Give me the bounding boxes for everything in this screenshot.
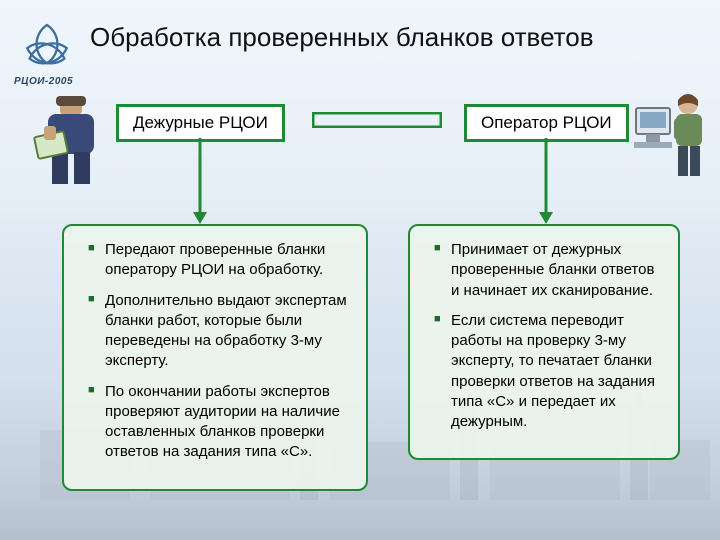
- arrow-down-right: [537, 138, 555, 226]
- logo-label: РЦОИ-2005: [14, 76, 73, 87]
- info-bullet: По окончании работы экспертов проверяют …: [94, 382, 350, 463]
- info-box-right: Принимает от дежурных проверенные бланки…: [408, 224, 680, 460]
- info-bullet: Дополнительно выдают экспертам бланки ра…: [94, 291, 350, 372]
- info-bullet: Передают проверенные бланки оператору РЦ…: [94, 240, 350, 281]
- operator-illustration: [632, 90, 712, 182]
- role-box-left: Дежурные РЦОИ: [116, 104, 285, 142]
- page-title: Обработка проверенных бланков ответов: [90, 22, 700, 53]
- info-bullet: Принимает от дежурных проверенные бланки…: [440, 240, 662, 301]
- info-bullet: Если система переводит работы на проверк…: [440, 311, 662, 433]
- logo-triquetra: [18, 18, 76, 76]
- inspector-illustration: [30, 92, 116, 188]
- arrow-roles-connector: [312, 112, 442, 128]
- role-box-right: Оператор РЦОИ: [464, 104, 629, 142]
- info-box-left: Передают проверенные бланки оператору РЦ…: [62, 224, 368, 491]
- arrow-down-left: [191, 138, 209, 226]
